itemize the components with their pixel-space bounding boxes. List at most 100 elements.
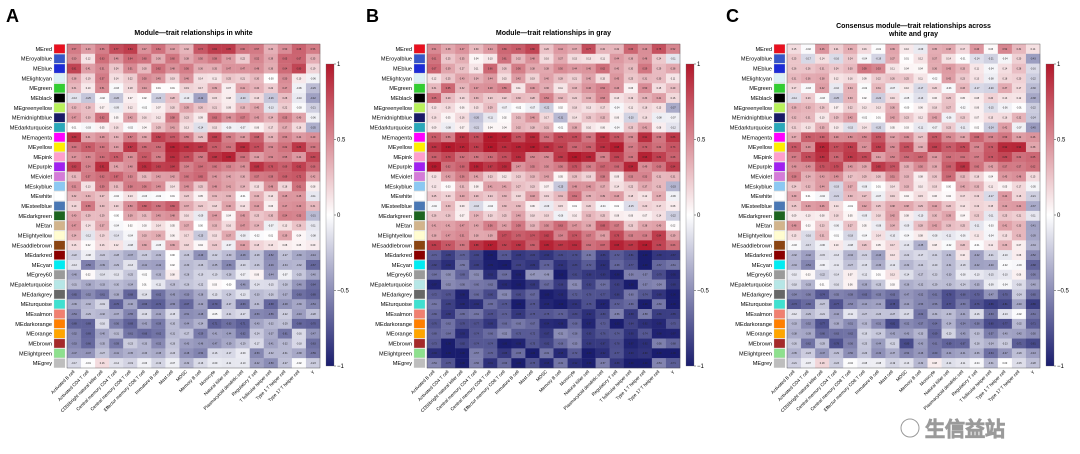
cell-value-label: -0.11	[1030, 215, 1036, 218]
heatmap-cell	[787, 142, 802, 153]
cell-value-label: 0.84	[170, 166, 175, 169]
heatmap-cell	[221, 102, 236, 113]
cell-value-label: 0.48	[792, 225, 797, 228]
cell-value-label: 0.49	[643, 166, 648, 169]
cell-value-label: 0.08	[283, 244, 288, 247]
cell-value-label: 0.09	[614, 175, 619, 178]
cell-value-label: -0.49	[876, 352, 882, 355]
cell-value-label: 0.59	[643, 67, 648, 70]
heatmap-cell	[913, 93, 928, 104]
cell-value-label: -1.00	[628, 283, 634, 286]
cell-value-label: -0.41	[113, 352, 119, 355]
heatmap-cell	[899, 338, 914, 349]
cell-value-label: 0.31	[792, 77, 797, 80]
cell-value-label: 0.33	[212, 225, 217, 228]
column-label: γ	[310, 369, 316, 375]
cell-value-label: -0.72	[530, 333, 536, 336]
heatmap-cell	[969, 83, 984, 94]
heatmap-cell	[665, 299, 681, 310]
row-label: MEdarkgrey	[382, 292, 412, 298]
heatmap-cell	[899, 240, 914, 251]
cell-value-label: 0.30	[474, 48, 479, 51]
heatmap-cell	[829, 260, 844, 271]
heatmap-cell	[207, 328, 222, 339]
heatmap-cell	[581, 171, 596, 182]
heatmap-cell	[955, 348, 970, 359]
heatmap-cell	[249, 338, 264, 349]
heatmap-cell	[123, 83, 138, 94]
heatmap-cell	[801, 142, 816, 153]
cell-value-label: 0.43	[114, 146, 119, 149]
heatmap-cell	[441, 348, 456, 359]
cell-value-label: -0.66	[142, 303, 148, 306]
cell-value-label: 0.10	[918, 185, 923, 188]
heatmap-cell	[511, 73, 526, 84]
heatmap-cell	[165, 260, 180, 271]
cell-value-label: 0.61	[544, 136, 549, 139]
heatmap-cell	[305, 260, 321, 271]
heatmap-cell	[179, 230, 194, 241]
heatmap-cell	[151, 201, 166, 212]
cell-value-label: 0.67	[918, 156, 923, 159]
cell-value-label: 0.47	[460, 48, 465, 51]
row-label: MEred	[36, 47, 52, 53]
heatmap-cell	[1011, 191, 1027, 202]
module-swatch	[413, 211, 426, 221]
cell-value-label: -1.00	[530, 352, 536, 355]
heatmap-cell	[829, 73, 844, 84]
heatmap-cell	[567, 230, 582, 241]
cell-value-label: 0.67	[600, 166, 605, 169]
module-swatch	[413, 319, 426, 329]
cell-value-label: -0.07	[890, 87, 896, 90]
cell-value-label: -0.74	[502, 254, 508, 257]
cell-value-label: -0.09	[240, 352, 246, 355]
cell-value-label: -0.07	[268, 225, 274, 228]
cell-value-label: -0.70	[544, 264, 550, 267]
heatmap-cell	[1025, 220, 1041, 231]
heatmap-cell	[207, 210, 222, 221]
cell-value-label: 0.56	[502, 87, 507, 90]
heatmap-cell	[665, 83, 681, 94]
heatmap-cell	[469, 122, 484, 133]
heatmap-cell	[95, 348, 110, 359]
cell-value-label: -0.59	[113, 342, 119, 345]
heatmap-cell	[263, 289, 279, 300]
heatmap-cell	[235, 220, 250, 231]
heatmap-cell	[427, 83, 442, 94]
heatmap-cell	[539, 289, 554, 300]
cell-value-label: 0.33	[974, 185, 979, 188]
cell-value-label: 0.06	[1017, 274, 1022, 277]
heatmap-cell	[623, 132, 639, 143]
cell-value-label: 0.14	[86, 225, 91, 228]
cell-value-label: 0.38	[446, 48, 451, 51]
cell-value-label: 0.35	[460, 58, 465, 61]
cell-value-label: 0.63	[212, 117, 217, 120]
cell-value-label: 0.42	[156, 175, 161, 178]
heatmap-cell	[843, 181, 858, 192]
heatmap-cell	[595, 142, 610, 153]
cell-value-label: -0.44	[226, 333, 232, 336]
cell-value-label: -0.08	[240, 234, 246, 237]
heatmap-cell	[151, 299, 166, 310]
heatmap-cell	[497, 269, 512, 280]
cell-value-label: -0.63	[988, 313, 994, 316]
cell-value-label: -0.81	[558, 254, 564, 257]
cell-value-label: 0.47	[474, 87, 479, 90]
heatmap-cell	[857, 171, 872, 182]
heatmap-cell	[595, 210, 610, 221]
legend-color-bar	[1045, 63, 1055, 367]
cell-value-label: 0.28	[283, 97, 288, 100]
cell-value-label: 0.13	[86, 185, 91, 188]
row-label: MEskyblue	[745, 184, 772, 190]
cell-value-label: -0.49	[268, 264, 274, 267]
heatmap-cell	[983, 181, 999, 192]
cell-value-label: -0.11	[834, 264, 840, 267]
cell-value-label: 0.13	[184, 126, 189, 129]
cell-value-label: -0.48	[282, 303, 288, 306]
heatmap-cell	[969, 240, 984, 251]
heatmap-cell	[123, 309, 138, 320]
cell-value-label: -0.51	[473, 274, 479, 277]
cell-value-label: 0.18	[974, 175, 979, 178]
heatmap-cell	[651, 250, 667, 261]
